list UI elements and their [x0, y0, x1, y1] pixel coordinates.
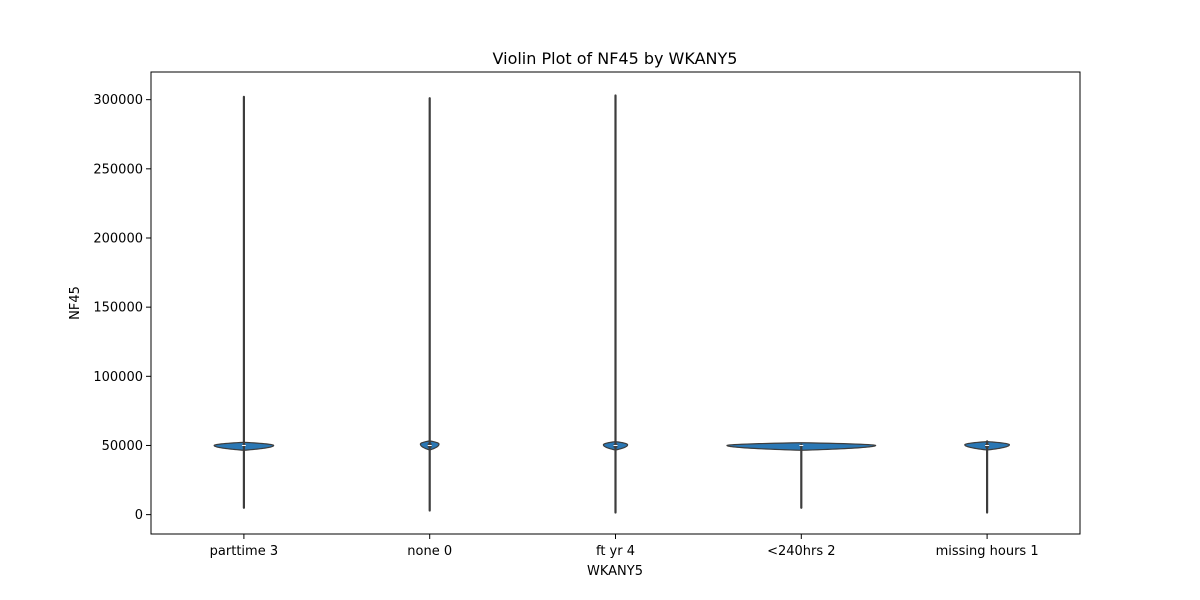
violin-group [964, 440, 1011, 514]
y-tick-label: 150000 [93, 301, 143, 316]
y-tick-label: 0 [135, 508, 143, 523]
x-tick-label: parttime 3 [210, 544, 278, 559]
x-tick-label: ft yr 4 [596, 544, 635, 559]
violin-group [602, 94, 629, 514]
y-axis-title: NF45 [68, 286, 83, 320]
x-tick-label: missing hours 1 [936, 544, 1039, 559]
y-tick-label: 200000 [93, 231, 143, 246]
violin-group [419, 97, 440, 512]
x-axis: parttime 3 none 0 ft yr 4 <240hrs 2 missing … [210, 534, 1039, 559]
y-tick-label: 300000 [93, 93, 143, 108]
y-axis: 0 50000 100000 150000 200000 250000 300000 [93, 93, 151, 523]
violin-group [726, 442, 877, 509]
violin-group [213, 95, 275, 509]
chart-title: Violin Plot of NF45 by WKANY5 [493, 49, 738, 68]
y-tick-label: 50000 [102, 439, 143, 454]
x-tick-label: <240hrs 2 [767, 544, 835, 559]
y-tick-label: 250000 [93, 162, 143, 177]
violins-layer [213, 94, 1011, 514]
x-tick-label: none 0 [407, 544, 452, 559]
y-tick-label: 100000 [93, 370, 143, 385]
plot-frame [150, 71, 1081, 535]
x-axis-title: WKANY5 [587, 564, 643, 579]
